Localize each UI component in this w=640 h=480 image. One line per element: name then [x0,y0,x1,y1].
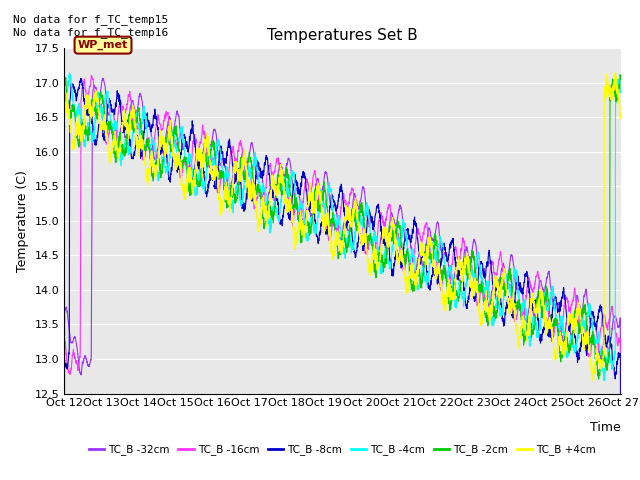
TC_B -8cm [216,153,223,159]
TC_B -2cm [564,341,572,347]
Line: TC_B -4cm: TC_B -4cm [64,73,621,480]
TC_B -2cm [617,76,625,82]
Line: TC_B +4cm: TC_B +4cm [64,73,621,380]
TC_B -2cm [617,76,625,82]
Line: TC_B -16cm: TC_B -16cm [64,75,621,480]
TC_B -2cm [406,269,414,275]
Title: Temperatures Set B: Temperatures Set B [267,28,418,43]
Line: TC_B -8cm: TC_B -8cm [64,78,621,480]
TC_B -16cm [617,336,625,342]
Text: No data for f_TC_temp15
No data for f_TC_temp16: No data for f_TC_temp15 No data for f_TC… [13,14,168,38]
Line: TC_B -32cm: TC_B -32cm [64,79,621,480]
TC_B -16cm [564,299,572,305]
TC_B +4cm [617,116,625,121]
Legend: TC_B -32cm, TC_B -16cm, TC_B -8cm, TC_B -4cm, TC_B -2cm, TC_B +4cm: TC_B -32cm, TC_B -16cm, TC_B -8cm, TC_B … [84,440,600,459]
TC_B +4cm [397,254,404,260]
TC_B -2cm [616,72,624,78]
TC_B +4cm [611,70,619,76]
TC_B -8cm [397,263,404,268]
TC_B -8cm [406,240,414,245]
Y-axis label: Temperature (C): Temperature (C) [16,170,29,272]
TC_B -32cm [406,243,414,249]
TC_B -16cm [88,72,95,78]
TC_B -32cm [617,432,625,437]
TC_B -4cm [406,254,414,260]
TC_B -4cm [66,70,74,76]
TC_B -32cm [564,317,572,323]
TC_B +4cm [60,109,68,115]
TC_B -16cm [397,254,404,260]
TC_B -2cm [397,234,404,240]
TC_B -8cm [180,134,188,140]
TC_B -4cm [564,350,572,356]
X-axis label: Time: Time [590,421,621,434]
TC_B +4cm [406,275,414,280]
TC_B -16cm [180,161,188,167]
TC_B -4cm [617,88,625,94]
TC_B +4cm [564,320,572,326]
TC_B +4cm [617,111,625,117]
TC_B -2cm [179,157,187,163]
TC_B -4cm [617,90,625,96]
TC_B -4cm [397,233,404,239]
TC_B -32cm [216,159,223,165]
TC_B -32cm [397,205,404,211]
TC_B -4cm [180,137,188,143]
Text: WP_met: WP_met [78,40,128,50]
TC_B -16cm [406,261,414,267]
TC_B +4cm [216,194,223,200]
TC_B -32cm [180,145,188,151]
TC_B +4cm [179,187,187,193]
TC_B +4cm [589,377,596,383]
TC_B -8cm [564,321,572,327]
TC_B -4cm [216,144,223,149]
TC_B -8cm [617,352,625,358]
TC_B -8cm [77,75,85,81]
TC_B -2cm [216,167,223,173]
Line: TC_B -2cm: TC_B -2cm [64,75,621,480]
TC_B -32cm [99,76,106,82]
TC_B -16cm [216,186,223,192]
